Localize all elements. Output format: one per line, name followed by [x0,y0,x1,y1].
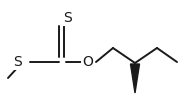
Polygon shape [130,64,139,93]
Text: S: S [14,55,22,69]
Text: S: S [64,11,72,25]
Text: O: O [83,55,93,69]
